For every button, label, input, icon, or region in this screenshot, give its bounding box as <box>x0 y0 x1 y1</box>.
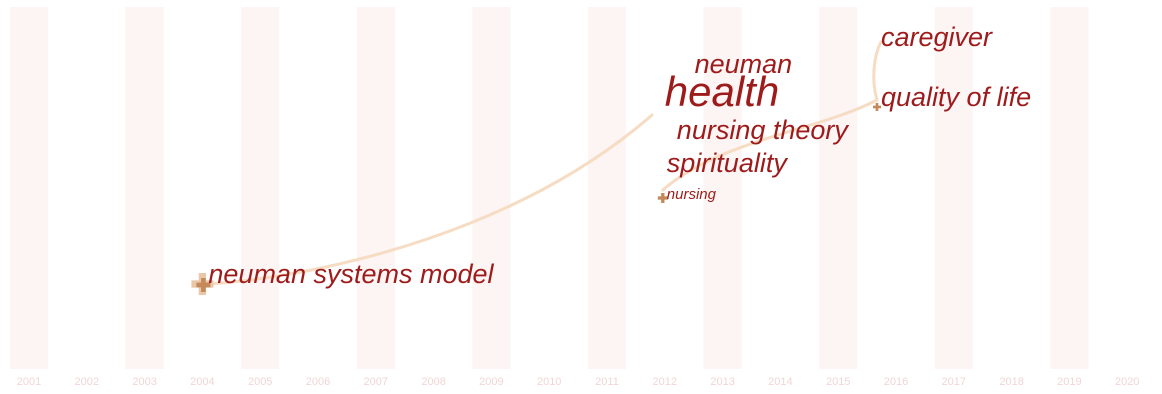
year-label-2007: 2007 <box>364 376 388 388</box>
year-tick-labels: 2001 2002 2003 2004 2005 2006 2007 2008 2009 2010… <box>17 376 1140 388</box>
year-label-2017: 2017 <box>942 376 966 388</box>
term-neuman: neuman <box>695 49 793 79</box>
year-label-2006: 2006 <box>306 376 330 388</box>
year-label-2019: 2019 <box>1057 376 1081 388</box>
link-2004-2012 <box>208 113 654 286</box>
year-label-2013: 2013 <box>710 376 734 388</box>
year-label-2012: 2012 <box>653 376 677 388</box>
year-band-2001 <box>10 7 48 369</box>
marker-2012-v <box>661 193 665 203</box>
link-2012-2016 <box>661 98 879 192</box>
year-band-2019 <box>1050 7 1089 369</box>
year-band-2003 <box>125 7 164 369</box>
term-nursing: nursing <box>667 186 717 203</box>
year-label-2005: 2005 <box>248 376 272 388</box>
year-label-2014: 2014 <box>768 376 792 388</box>
marker-2016-v <box>875 103 879 111</box>
year-bands <box>10 7 1089 369</box>
marker-2004-inner-v <box>201 278 206 292</box>
year-band-2011 <box>588 7 626 369</box>
year-label-2004: 2004 <box>190 376 214 388</box>
year-band-2013 <box>703 7 742 369</box>
year-label-2018: 2018 <box>999 376 1023 388</box>
year-label-2001: 2001 <box>17 376 41 388</box>
term-caregiver: caregiver <box>881 22 993 52</box>
term-neuman-systems-model: neuman systems model <box>208 259 494 289</box>
term-markers <box>191 103 881 295</box>
marker-2012 <box>657 193 668 203</box>
year-label-2009: 2009 <box>479 376 503 388</box>
term-quality-of-life: quality of life <box>881 82 1031 112</box>
link-curves <box>208 40 883 286</box>
term-health: health <box>665 68 779 115</box>
year-label-2016: 2016 <box>884 376 908 388</box>
year-band-2009 <box>472 7 511 369</box>
year-band-2005 <box>241 7 280 369</box>
marker-2016 <box>873 103 881 111</box>
year-label-2020: 2020 <box>1115 376 1139 388</box>
year-label-2002: 2002 <box>75 376 99 388</box>
term-nursing-theory: nursing theory <box>677 115 850 145</box>
year-band-2007 <box>356 7 395 369</box>
year-band-2017 <box>934 7 973 369</box>
link-2016-caregiver <box>872 40 883 102</box>
marker-2004-inner <box>196 278 211 292</box>
year-label-2015: 2015 <box>826 376 850 388</box>
year-label-2011: 2011 <box>595 376 619 388</box>
year-label-2008: 2008 <box>421 376 445 388</box>
year-label-2010: 2010 <box>537 376 561 388</box>
year-label-2003: 2003 <box>132 376 156 388</box>
year-band-2015 <box>819 7 858 369</box>
term-spirituality: spirituality <box>667 148 789 178</box>
